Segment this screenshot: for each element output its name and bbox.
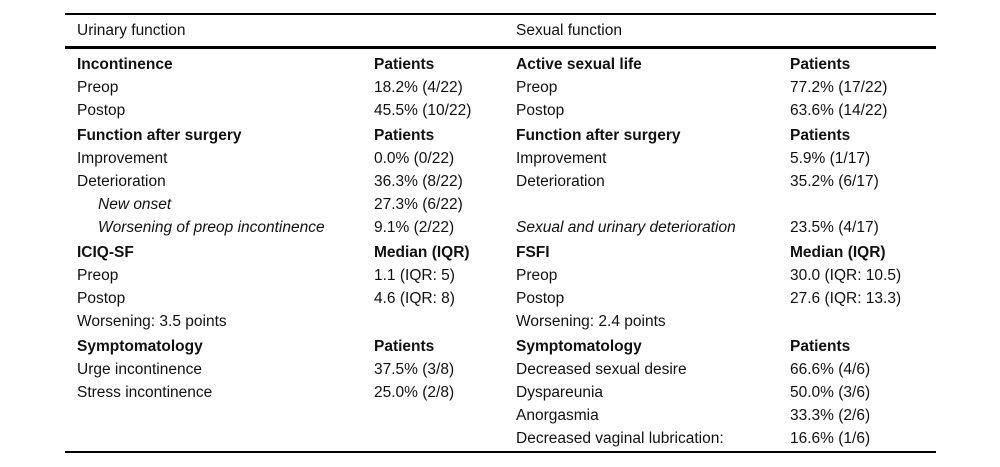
cell-sexual-label: Postop (516, 102, 565, 119)
cell-sexual-label: Symptomatology (516, 338, 642, 355)
cell-sexual-label (516, 193, 790, 216)
cell-sexual-value: Patients (790, 338, 851, 355)
cell-urinary-label: Urge incontinence (77, 361, 202, 378)
cell-sexual-label: Postop (516, 290, 565, 307)
table-row: Anorgasmia 33.3% (2/6) (77, 404, 936, 427)
cell-sexual-value: Median (IQR) (790, 244, 886, 261)
cell-sexual-value: 23.5% (4/17) (790, 219, 879, 236)
cell-urinary-value: 27.3% (6/22) (374, 196, 463, 213)
cell-urinary-value: Patients (374, 56, 435, 73)
table-row: Postop 45.5% (10/22) Postop 63.6% (14/22… (77, 99, 936, 122)
panel-header-row: Urinary function Sexual function (65, 15, 936, 46)
cell-urinary-label: Postop (77, 102, 126, 119)
table-row: Preop 1.1 (IQR: 5) Preop 30.0 (IQR: 10.5… (77, 264, 936, 287)
cell-sexual-label: Decreased vaginal lubrication: (516, 430, 724, 447)
table-row: Preop 18.2% (4/22) Preop 77.2% (17/22) (77, 76, 936, 99)
table-body: Incontinence Patients Active sexual life… (65, 49, 936, 451)
cell-sexual-value: 5.9% (1/17) (790, 150, 871, 167)
cell-sexual-value: Patients (790, 127, 851, 144)
cell-urinary-label: Worsening: 3.5 points (77, 313, 227, 330)
table-row: Function after surgery Patients Function… (77, 124, 936, 147)
table-row: Worsening: 3.5 points Worsening: 2.4 poi… (77, 310, 936, 333)
cell-sexual-value: 27.6 (IQR: 13.3) (790, 290, 902, 307)
cell-urinary-label: Function after surgery (77, 127, 242, 144)
table-row: ICIQ-SF Median (IQR) FSFI Median (IQR) (77, 241, 936, 264)
cell-urinary-value: 25.0% (2/8) (374, 384, 455, 401)
cell-urinary-value: 1.1 (IQR: 5) (374, 267, 455, 284)
top-rule (65, 13, 936, 15)
cell-sexual-label: Decreased sexual desire (516, 361, 687, 378)
cell-sexual-value: Patients (790, 56, 851, 73)
cell-sexual-value: 30.0 (IQR: 10.5) (790, 267, 902, 284)
cell-urinary-value: 4.6 (IQR: 8) (374, 290, 455, 307)
cell-sexual-label: Dyspareunia (516, 384, 604, 401)
cell-urinary-label: Symptomatology (77, 338, 203, 355)
cell-urinary-label: Worsening of preop incontinence (98, 219, 325, 236)
outcomes-table: Urinary function Sexual function Inconti… (65, 13, 936, 453)
cell-sexual-value: 50.0% (3/6) (790, 384, 871, 401)
cell-urinary-value: Patients (374, 127, 435, 144)
cell-sexual-label: Deterioration (516, 173, 605, 190)
table-row: Urge incontinence 37.5% (3/8) Decreased … (77, 358, 936, 381)
cell-urinary-label: Incontinence (77, 56, 173, 73)
panel-title-urinary: Urinary function (77, 22, 186, 39)
cell-urinary-label: Improvement (77, 150, 168, 167)
panel-title-sexual: Sexual function (516, 22, 622, 39)
cell-sexual-label: Sexual and urinary deterioration (516, 219, 736, 236)
cell-sexual-label: Worsening: 2.4 points (516, 313, 666, 330)
table-row: Improvement 0.0% (0/22) Improvement 5.9%… (77, 147, 936, 170)
cell-urinary-value (374, 310, 516, 333)
cell-sexual-label: Function after surgery (516, 127, 681, 144)
table-row: Postop 4.6 (IQR: 8) Postop 27.6 (IQR: 13… (77, 287, 936, 310)
cell-sexual-value: 33.3% (2/6) (790, 407, 871, 424)
cell-urinary-value: 18.2% (4/22) (374, 79, 463, 96)
cell-urinary-label (77, 404, 374, 427)
cell-urinary-value (374, 404, 516, 427)
cell-sexual-label: Preop (516, 267, 558, 284)
cell-sexual-label: FSFI (516, 244, 550, 261)
cell-sexual-label: Active sexual life (516, 56, 642, 73)
cell-sexual-value: 35.2% (6/17) (790, 173, 879, 190)
cell-sexual-label: Anorgasmia (516, 407, 599, 424)
table-row: Deterioration 36.3% (8/22) Deterioration… (77, 170, 936, 193)
cell-urinary-value: 45.5% (10/22) (374, 102, 472, 119)
cell-sexual-value: 77.2% (17/22) (790, 79, 888, 96)
cell-sexual-label: Preop (516, 79, 558, 96)
cell-sexual-value: 16.6% (1/6) (790, 430, 871, 447)
cell-sexual-label: Improvement (516, 150, 607, 167)
cell-urinary-label: Preop (77, 79, 119, 96)
cell-urinary-value: 0.0% (0/22) (374, 150, 455, 167)
cell-urinary-label: Postop (77, 290, 126, 307)
cell-urinary-label: Stress incontinence (77, 384, 213, 401)
cell-urinary-label: Deterioration (77, 173, 166, 190)
cell-urinary-value: 37.5% (3/8) (374, 361, 455, 378)
cell-urinary-value (374, 427, 516, 450)
cell-sexual-value: 66.6% (4/6) (790, 361, 871, 378)
bottom-rule (65, 451, 936, 453)
cell-urinary-label: New onset (98, 196, 172, 213)
table-row: Decreased vaginal lubrication: 16.6% (1/… (77, 427, 936, 450)
table-row: Symptomatology Patients Symptomatology P… (77, 335, 936, 358)
cell-sexual-value (790, 193, 936, 216)
cell-urinary-value: Median (IQR) (374, 244, 470, 261)
cell-urinary-value: 9.1% (2/22) (374, 219, 455, 236)
cell-urinary-label: ICIQ-SF (77, 244, 134, 261)
cell-urinary-label: Preop (77, 267, 119, 284)
table-row: New onset 27.3% (6/22) (77, 193, 936, 216)
table-row: Worsening of preop incontinence 9.1% (2/… (77, 216, 936, 239)
cell-urinary-label (77, 427, 374, 450)
cell-urinary-value: 36.3% (8/22) (374, 173, 463, 190)
table-row: Stress incontinence 25.0% (2/8) Dyspareu… (77, 381, 936, 404)
header-rule (65, 46, 936, 49)
cell-urinary-value: Patients (374, 338, 435, 355)
cell-sexual-value: 63.6% (14/22) (790, 102, 888, 119)
cell-sexual-value (790, 310, 936, 333)
table-row: Incontinence Patients Active sexual life… (77, 53, 936, 76)
